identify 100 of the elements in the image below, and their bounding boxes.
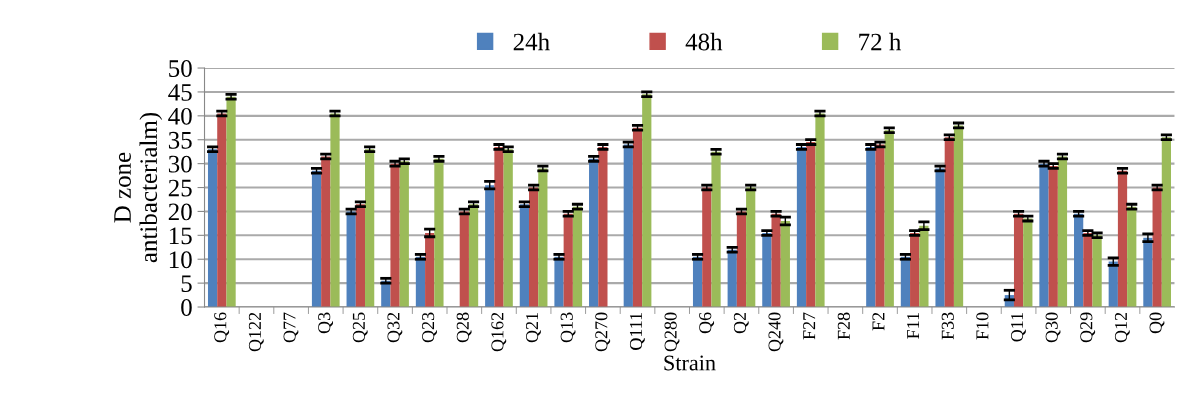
bar xyxy=(1152,187,1162,308)
bar xyxy=(1083,232,1093,308)
x-tick-label: Q13 xyxy=(560,312,576,343)
x-tick-label: Q270 xyxy=(595,312,611,352)
x-tick-label: Q32 xyxy=(387,312,403,343)
bar xyxy=(330,113,340,308)
x-tick-label: Q12 xyxy=(1114,312,1130,343)
bar xyxy=(503,149,513,308)
bar xyxy=(355,204,366,308)
bar xyxy=(598,146,608,308)
x-axis-title: Strain xyxy=(664,355,716,371)
bar xyxy=(702,187,712,308)
y-tick-label: 20 xyxy=(168,203,192,221)
bar xyxy=(1039,163,1049,308)
bar xyxy=(953,125,964,308)
bar xyxy=(321,156,331,308)
x-tick-label: Q0 xyxy=(1149,312,1165,334)
y-tick-label: 5 xyxy=(181,275,192,293)
bar xyxy=(485,185,495,308)
bar xyxy=(1057,156,1068,308)
bar xyxy=(1023,218,1033,308)
bar xyxy=(806,142,816,308)
bar xyxy=(944,137,954,308)
x-tick-label: Q111 xyxy=(629,312,645,350)
bar xyxy=(217,113,227,308)
bar xyxy=(1143,237,1153,308)
y-tick-label: 45 xyxy=(168,84,192,101)
bar xyxy=(796,146,807,308)
x-tick-label: F33 xyxy=(941,312,954,340)
x-tick-label: Q6 xyxy=(699,312,715,334)
bar xyxy=(572,206,583,308)
bar xyxy=(399,161,409,308)
x-tick-label: Q3 xyxy=(318,312,334,334)
bar xyxy=(1161,137,1172,308)
bar xyxy=(390,163,400,308)
bar xyxy=(711,151,721,308)
x-tick-label: Q23 xyxy=(422,312,437,343)
x-tick-label: Q16 xyxy=(214,312,230,343)
y-tick-label: 35 xyxy=(168,131,192,149)
y-tick-label: 25 xyxy=(168,179,192,197)
bar xyxy=(563,213,573,308)
bar xyxy=(1127,206,1137,308)
bar xyxy=(935,168,945,308)
y-axis-title: D zone antibacterialm) xyxy=(114,112,163,263)
bar xyxy=(866,146,876,308)
bar xyxy=(746,187,756,308)
x-tick-label: Q2 xyxy=(733,312,749,334)
x-tick-label: Q25 xyxy=(352,312,368,343)
bar xyxy=(365,149,375,308)
x-tick-label: F10 xyxy=(976,312,989,340)
bar xyxy=(554,256,564,308)
legend-label: 72 h xyxy=(859,32,902,51)
x-tick-label: Q11 xyxy=(1010,312,1026,342)
bar xyxy=(468,204,479,308)
bar xyxy=(736,211,747,308)
bar xyxy=(434,158,444,308)
bar xyxy=(623,144,633,308)
x-tick-label: Q280 xyxy=(664,312,680,352)
bar xyxy=(1013,213,1024,308)
y-tick-label: 0 xyxy=(181,299,192,316)
bar xyxy=(1117,170,1128,308)
bar xyxy=(910,232,920,308)
bar xyxy=(519,204,529,308)
bar xyxy=(538,168,548,308)
bar xyxy=(727,249,737,308)
y-tick-label: 15 xyxy=(169,227,192,245)
bar xyxy=(494,146,504,308)
legend-label: 24h xyxy=(513,32,550,51)
x-tick-label: F27 xyxy=(803,312,816,340)
bar xyxy=(589,158,599,308)
y-tick-label: 30 xyxy=(168,155,192,173)
x-tick-label: Q122 xyxy=(248,312,264,352)
x-tick-label: F28 xyxy=(837,312,850,340)
bar xyxy=(780,220,790,308)
bar xyxy=(642,94,652,308)
x-tick-label: Q29 xyxy=(1080,312,1096,343)
bar xyxy=(226,96,236,308)
x-tick-label: Q30 xyxy=(1045,312,1061,343)
y-tick-label: 40 xyxy=(168,107,192,125)
y-tick-label: 10 xyxy=(169,251,192,269)
bar xyxy=(1092,235,1102,308)
bar xyxy=(919,225,929,308)
x-tick-label: Q162 xyxy=(491,312,507,352)
bar xyxy=(762,232,772,308)
x-tick-label: Q240 xyxy=(768,312,784,352)
x-tick-label: Q28 xyxy=(456,312,472,343)
y-tick-label: 50 xyxy=(169,60,192,77)
bar xyxy=(771,213,781,308)
bar xyxy=(207,149,218,308)
x-tick-label: Q77 xyxy=(283,312,299,343)
bar xyxy=(875,144,885,308)
x-tick-label: F11 xyxy=(907,312,919,339)
bar xyxy=(528,187,539,308)
legend-label: 48h xyxy=(685,32,723,51)
bar xyxy=(1048,166,1058,308)
bar xyxy=(346,211,356,308)
x-tick-label: Q21 xyxy=(525,312,541,343)
bar xyxy=(459,211,469,308)
bar xyxy=(311,170,322,308)
bar xyxy=(1074,213,1084,308)
